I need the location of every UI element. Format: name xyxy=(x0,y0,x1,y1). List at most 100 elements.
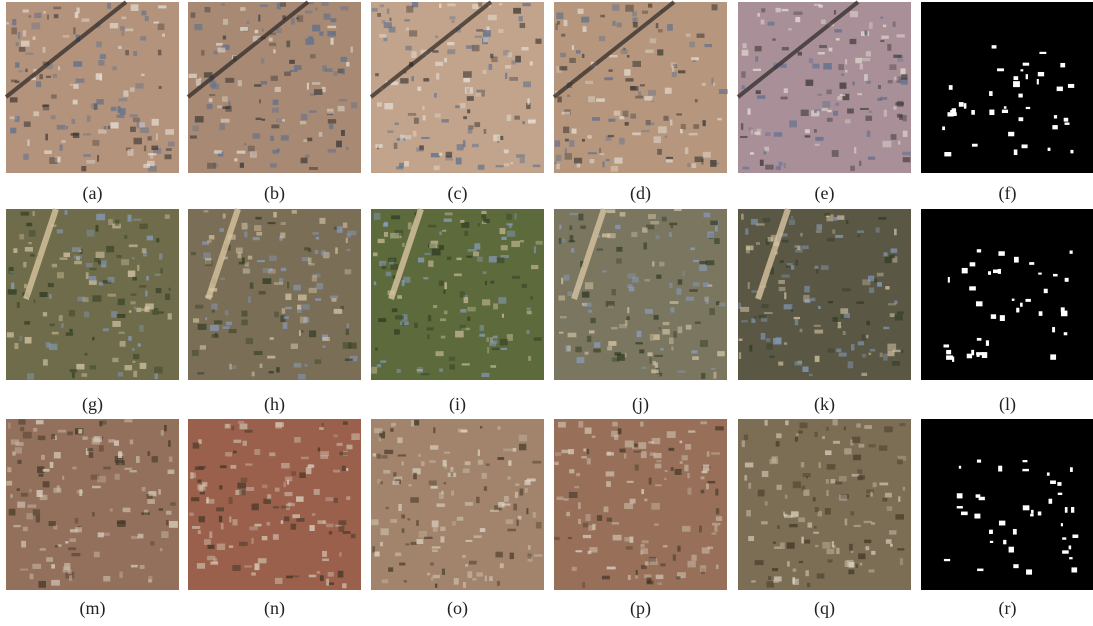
texture xyxy=(339,99,347,102)
texture xyxy=(284,316,289,319)
texture xyxy=(856,564,858,568)
texture xyxy=(648,90,656,96)
change-pixel xyxy=(1064,332,1068,335)
texture xyxy=(197,479,201,482)
texture xyxy=(650,358,652,364)
texture xyxy=(73,100,78,105)
texture xyxy=(305,38,314,44)
texture xyxy=(322,65,326,71)
texture xyxy=(676,113,682,115)
image-panel xyxy=(921,419,1093,590)
change-pixel xyxy=(964,103,967,108)
texture xyxy=(670,307,674,312)
texture xyxy=(627,273,636,278)
texture xyxy=(765,132,770,136)
texture xyxy=(17,488,20,491)
texture xyxy=(233,451,237,454)
texture xyxy=(334,498,338,503)
texture xyxy=(860,563,862,566)
texture xyxy=(390,519,397,523)
texture xyxy=(673,554,676,560)
texture xyxy=(309,288,317,293)
texture xyxy=(686,325,692,330)
texture xyxy=(254,563,259,570)
texture xyxy=(200,492,205,495)
texture xyxy=(147,236,153,241)
texture xyxy=(756,129,761,136)
texture xyxy=(69,329,72,332)
texture xyxy=(829,48,833,52)
texture xyxy=(578,502,581,509)
texture xyxy=(627,307,629,313)
texture xyxy=(11,283,14,290)
texture xyxy=(585,282,593,289)
texture xyxy=(68,547,76,550)
texture xyxy=(110,509,113,512)
texture xyxy=(312,275,317,281)
texture xyxy=(158,311,164,313)
texture xyxy=(687,488,691,495)
texture xyxy=(583,523,588,528)
texture xyxy=(72,467,76,470)
texture xyxy=(508,52,512,57)
texture xyxy=(876,227,880,232)
texture xyxy=(397,295,402,299)
texture xyxy=(335,247,338,253)
texture xyxy=(27,504,36,507)
texture xyxy=(417,87,421,91)
change-pixel xyxy=(977,460,981,463)
texture xyxy=(408,484,411,486)
texture xyxy=(229,545,233,547)
texture xyxy=(276,367,280,372)
texture xyxy=(281,222,286,225)
change-pixel xyxy=(1050,354,1056,359)
texture xyxy=(582,292,589,298)
texture xyxy=(814,526,817,528)
change-pixel xyxy=(1064,118,1069,122)
texture xyxy=(108,219,113,225)
texture xyxy=(424,537,432,539)
texture xyxy=(531,296,533,299)
texture xyxy=(267,522,271,525)
texture xyxy=(576,473,580,476)
texture xyxy=(629,287,635,292)
texture xyxy=(222,96,228,102)
texture xyxy=(746,510,751,516)
change-pixel xyxy=(1019,117,1024,121)
texture xyxy=(534,337,542,341)
change-pixel xyxy=(1016,308,1019,313)
texture xyxy=(475,36,482,38)
texture xyxy=(482,214,486,219)
texture xyxy=(484,486,487,491)
texture xyxy=(818,52,825,55)
texture xyxy=(168,313,172,319)
texture xyxy=(351,47,353,53)
texture xyxy=(807,522,812,527)
texture xyxy=(903,131,908,137)
texture xyxy=(444,282,446,289)
texture xyxy=(221,523,224,529)
texture xyxy=(826,479,829,484)
texture xyxy=(60,258,68,260)
change-pixel xyxy=(1068,84,1074,88)
texture xyxy=(405,543,409,545)
texture xyxy=(599,36,605,41)
texture xyxy=(226,322,232,326)
texture xyxy=(318,520,327,524)
texture xyxy=(439,231,441,235)
texture xyxy=(709,308,715,315)
texture xyxy=(133,371,137,377)
texture xyxy=(449,364,455,369)
texture xyxy=(430,445,438,449)
texture xyxy=(377,102,382,106)
texture xyxy=(108,439,115,442)
texture xyxy=(435,584,437,588)
texture xyxy=(23,262,26,267)
texture xyxy=(858,341,864,345)
texture xyxy=(322,337,330,341)
texture xyxy=(272,150,279,154)
texture xyxy=(13,248,17,253)
texture xyxy=(505,73,507,79)
texture xyxy=(111,311,117,318)
texture xyxy=(111,107,117,112)
